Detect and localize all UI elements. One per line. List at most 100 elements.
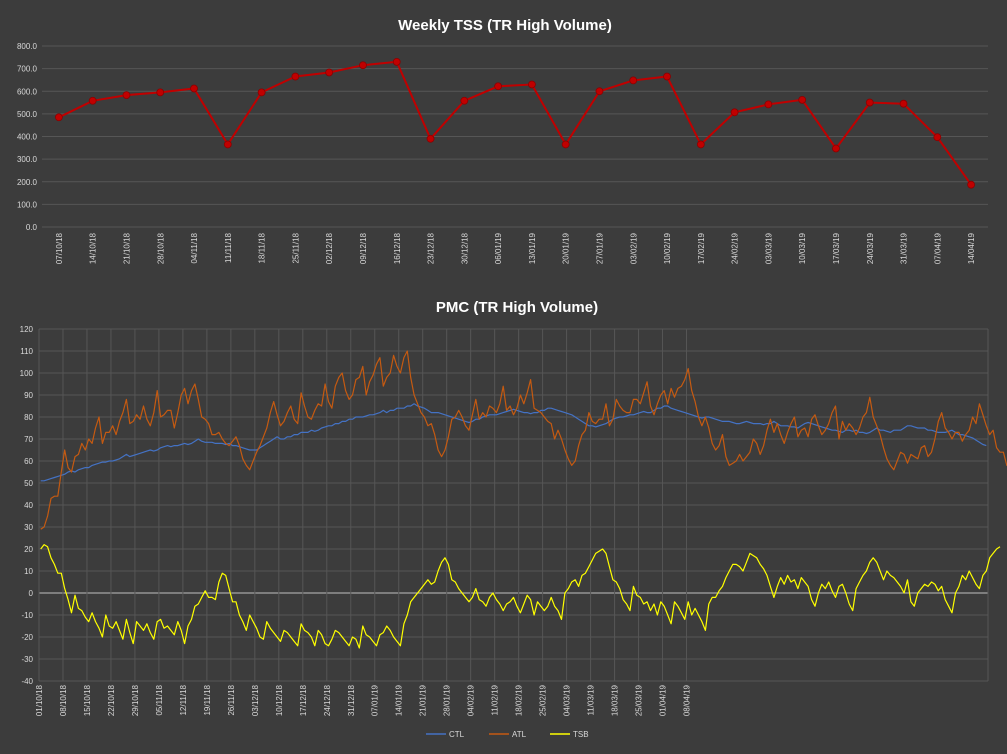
data-point	[899, 99, 908, 108]
data-point	[359, 61, 367, 70]
y-tick-label: 700.0	[17, 65, 38, 74]
data-point	[527, 80, 536, 89]
x-tick-label: 26/11/18	[227, 684, 236, 715]
y-tick-label: 0.0	[26, 223, 38, 232]
y-tick-label: 110	[20, 347, 33, 356]
x-tick-label: 17/02/19	[697, 232, 706, 264]
x-tick-label: 25/02/19	[539, 684, 548, 716]
data-point	[730, 108, 739, 117]
y-tick-label: 90	[24, 391, 33, 400]
x-tick-label: 31/12/18	[347, 684, 356, 716]
x-tick-label: 03/03/19	[764, 232, 773, 264]
x-tick-label: 24/02/19	[731, 232, 740, 264]
y-tick-label: 70	[24, 435, 33, 444]
x-tick-label: 08/10/18	[59, 684, 68, 716]
x-tick-label: 11/02/19	[491, 684, 500, 715]
x-tick-label: 12/11/18	[179, 684, 188, 715]
x-tick-label: 17/12/18	[299, 684, 308, 716]
x-tick-label: 25/11/18	[291, 232, 300, 263]
data-point	[798, 95, 807, 104]
y-tick-label: 300.0	[17, 155, 38, 164]
x-tick-label: 16/12/18	[393, 232, 402, 264]
gridlines	[38, 328, 989, 682]
x-tick-label: 11/03/19	[587, 684, 596, 715]
y-tick-label: 100.0	[17, 200, 38, 209]
data-point	[122, 91, 131, 99]
y-tick-label: 50	[24, 479, 33, 488]
x-tick-label: 07/10/18	[55, 232, 64, 264]
data-point	[764, 100, 773, 109]
x-tick-label: 29/10/18	[131, 684, 140, 716]
x-tick-label: 24/03/19	[866, 232, 875, 264]
data-point	[595, 87, 604, 96]
x-tick-label: 05/11/18	[155, 684, 164, 715]
data-point	[392, 57, 401, 66]
y-tick-label: 80	[24, 413, 33, 422]
data-point	[663, 72, 671, 81]
data-point	[88, 96, 97, 105]
x-tick-label: 01/10/18	[35, 684, 44, 716]
y-tick-label: -30	[21, 655, 33, 664]
series-line	[58, 60, 972, 186]
series-line-atl	[40, 350, 1007, 530]
x-tick-label: 09/12/18	[359, 232, 368, 264]
y-tick-label: 60	[24, 457, 33, 466]
weekly-tss-chart: Weekly TSS (TR High Volume) 0.0 100.0 200.0…	[17, 17, 988, 264]
data-point	[561, 140, 570, 149]
x-tick-label: 30/12/18	[460, 232, 469, 264]
data-point	[460, 96, 469, 105]
x-tick-label: 06/01/19	[494, 232, 503, 264]
x-tick-label: 18/11/18	[258, 232, 267, 263]
data-point	[190, 84, 198, 93]
x-tick-label: 14/01/19	[395, 684, 404, 716]
data-point	[832, 144, 840, 153]
x-tick-label: 28/10/18	[156, 232, 165, 264]
x-tick-label: 25/03/19	[635, 684, 644, 716]
y-tick-label: 500.0	[17, 110, 38, 119]
y-tick-label: 120	[20, 325, 34, 334]
x-tick-label: 23/12/18	[427, 232, 436, 264]
data-point	[54, 113, 63, 122]
y-tick-label: 400.0	[17, 133, 38, 142]
data-point	[933, 133, 942, 142]
data-point	[629, 76, 638, 85]
x-tick-label: 18/02/19	[515, 684, 524, 716]
x-tick-label: 21/01/19	[419, 684, 428, 716]
x-tick-label: 03/02/19	[629, 232, 638, 264]
legend-label-atl: ATL	[512, 730, 527, 739]
data-point	[426, 134, 435, 143]
data-point	[696, 140, 705, 149]
y-tick-label: 20	[24, 545, 33, 554]
x-tick-label: 10/12/18	[275, 684, 284, 716]
legend: CTL ATL TSB	[426, 730, 589, 739]
x-tick-label: 04/03/19	[563, 684, 572, 716]
y-tick-label: 0	[29, 589, 34, 598]
x-tick-label: 07/01/19	[371, 684, 380, 716]
x-tick-label: 20/01/19	[562, 232, 571, 264]
data-point	[494, 82, 503, 91]
x-tick-label: 10/03/19	[798, 232, 807, 264]
x-tick-label: 07/04/19	[933, 232, 942, 264]
data-point	[865, 98, 874, 107]
series-line-tsb	[40, 543, 1001, 649]
x-tick-label: 01/04/19	[659, 684, 668, 716]
x-tick-label: 14/04/19	[967, 232, 976, 264]
legend-label-ctl: CTL	[449, 730, 465, 739]
chart-title: PMC (TR High Volume)	[436, 299, 598, 316]
x-tick-label: 22/10/18	[107, 684, 116, 716]
y-tick-label: 40	[24, 501, 33, 510]
legend-label-tsb: TSB	[573, 730, 589, 739]
x-tick-label: 15/10/18	[83, 684, 92, 716]
data-point	[325, 68, 334, 77]
y-tick-label: 600.0	[17, 87, 38, 96]
x-tick-label: 19/11/18	[203, 684, 212, 715]
y-tick-label: -20	[21, 633, 33, 642]
data-point	[291, 72, 300, 81]
chart-title: Weekly TSS (TR High Volume)	[398, 17, 612, 34]
x-tick-label: 04/02/19	[467, 684, 476, 716]
x-tick-label: 10/02/19	[663, 232, 672, 264]
x-tick-label: 11/11/18	[224, 232, 233, 263]
y-tick-label: -40	[21, 677, 33, 686]
